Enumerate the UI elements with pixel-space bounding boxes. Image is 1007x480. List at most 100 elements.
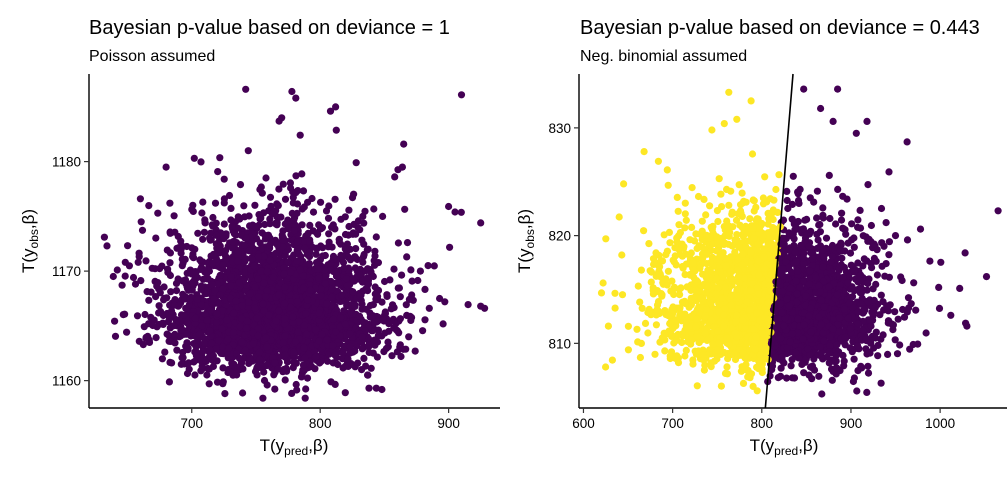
data-point xyxy=(266,241,274,249)
data-point xyxy=(304,296,312,304)
data-point xyxy=(332,126,340,134)
data-point xyxy=(171,228,179,236)
data-point xyxy=(787,362,795,370)
left-y-label-sub: obs xyxy=(27,229,41,248)
data-point xyxy=(363,274,372,282)
data-point xyxy=(715,175,723,183)
data-point xyxy=(235,354,244,362)
data-point xyxy=(329,252,338,260)
data-point xyxy=(402,301,410,309)
data-point xyxy=(298,170,306,178)
data-point xyxy=(464,301,472,309)
left-y-label-base: T(y xyxy=(19,248,38,273)
data-point xyxy=(317,224,325,233)
data-point xyxy=(193,295,201,303)
data-point xyxy=(195,330,204,338)
data-point xyxy=(225,191,234,200)
data-point xyxy=(216,245,224,254)
data-point xyxy=(379,316,387,324)
left-x-label-tail: ,β) xyxy=(308,436,328,455)
data-point xyxy=(265,311,273,319)
data-point xyxy=(693,382,701,390)
data-point xyxy=(255,211,263,219)
data-point xyxy=(293,209,301,217)
data-point xyxy=(263,267,271,276)
data-point xyxy=(199,198,207,206)
data-point xyxy=(624,322,633,330)
data-point xyxy=(457,208,465,216)
data-point xyxy=(281,351,289,359)
data-point xyxy=(183,369,192,378)
data-point xyxy=(287,184,295,192)
data-point xyxy=(213,319,221,327)
data-point xyxy=(372,384,380,392)
data-point xyxy=(783,196,791,205)
data-point xyxy=(163,294,171,302)
data-point xyxy=(665,228,674,236)
data-point xyxy=(300,203,308,211)
data-point xyxy=(199,235,207,243)
data-point xyxy=(263,361,271,370)
data-point xyxy=(340,264,348,272)
data-point xyxy=(896,341,904,349)
data-point xyxy=(352,230,360,238)
data-point xyxy=(254,275,262,283)
data-point xyxy=(222,247,230,255)
data-point xyxy=(338,291,346,299)
data-point xyxy=(362,267,370,275)
data-point xyxy=(714,217,722,226)
data-point xyxy=(391,173,399,181)
data-point xyxy=(203,287,211,295)
data-point xyxy=(400,140,408,148)
data-point xyxy=(935,304,944,312)
data-point xyxy=(242,85,250,93)
data-point xyxy=(322,272,330,280)
data-point xyxy=(293,298,301,306)
data-point xyxy=(254,253,263,261)
left-subtitle: Poisson assumed xyxy=(89,48,215,65)
panel-right: Bayesian p-value based on deviance = 0.4… xyxy=(515,17,1007,458)
data-point xyxy=(358,236,366,244)
data-point xyxy=(644,329,652,337)
data-point xyxy=(618,291,627,299)
data-point xyxy=(815,221,823,229)
data-point xyxy=(688,184,696,192)
data-point xyxy=(179,348,187,357)
data-point xyxy=(234,224,242,232)
data-point xyxy=(362,285,370,293)
data-point xyxy=(405,333,413,341)
data-point xyxy=(394,239,402,247)
data-point xyxy=(165,378,173,386)
data-point xyxy=(280,264,288,272)
data-point xyxy=(142,257,150,265)
x-tick-label: 800 xyxy=(309,416,332,431)
data-point xyxy=(477,219,485,227)
data-point xyxy=(238,314,246,323)
data-point xyxy=(392,326,401,334)
data-point xyxy=(229,238,237,246)
data-point xyxy=(213,357,221,365)
data-point xyxy=(158,355,166,363)
data-point xyxy=(331,380,339,388)
data-point xyxy=(190,154,198,162)
data-point xyxy=(446,243,454,251)
data-point xyxy=(210,250,218,258)
data-point xyxy=(292,94,300,102)
data-point xyxy=(308,194,316,203)
data-point xyxy=(257,183,265,191)
data-point xyxy=(339,364,347,372)
data-point xyxy=(281,376,289,384)
data-point xyxy=(701,361,709,369)
right-title: Bayesian p-value based on deviance = 0.4… xyxy=(580,17,980,39)
data-point xyxy=(688,223,696,231)
data-point xyxy=(399,345,407,353)
data-point xyxy=(225,344,233,353)
data-point xyxy=(152,234,160,242)
data-point xyxy=(219,285,227,293)
data-point xyxy=(682,216,690,224)
data-point xyxy=(129,273,138,282)
data-point xyxy=(371,318,379,326)
data-point xyxy=(145,296,153,304)
data-point xyxy=(260,307,268,315)
data-point xyxy=(332,268,340,276)
